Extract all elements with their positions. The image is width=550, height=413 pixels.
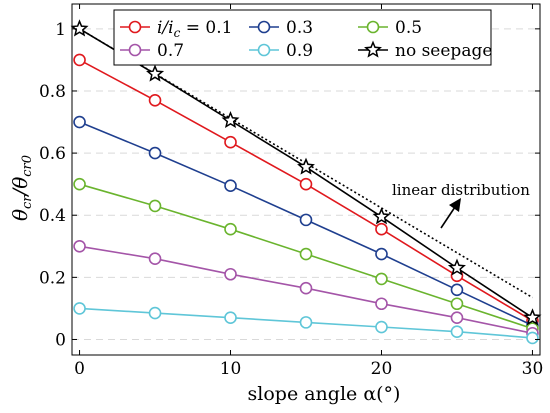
legend-item-0: i/ic = 0.1 xyxy=(120,18,232,40)
y-tick-label-0: 0 xyxy=(55,330,66,350)
legend-marker-4 xyxy=(257,43,271,57)
data-point-4-0 xyxy=(73,302,86,315)
axis-ticks: 00.20.40.60.810 10 20 30 xyxy=(39,4,543,379)
legend-label-0: i/ic = 0.1 xyxy=(157,18,232,40)
data-point-5-2 xyxy=(221,111,240,129)
annotation-linear-distribution: linear distribution xyxy=(392,181,530,199)
data-point-1-3 xyxy=(299,213,313,227)
legend-marker-5 xyxy=(364,40,382,58)
x-tick-label-0: 0 xyxy=(74,359,85,379)
x-tick-label-1: 10 xyxy=(220,359,242,379)
data-point-3-2 xyxy=(224,267,237,281)
y-tick-label-1: 0.2 xyxy=(39,268,66,288)
data-point-0-3 xyxy=(299,177,313,191)
y-tick-label-3: 0.6 xyxy=(39,144,66,164)
legend-marker-3 xyxy=(128,43,142,57)
data-point-4-2 xyxy=(224,311,237,325)
annotation-arrow xyxy=(440,198,461,229)
legend-label-1: 0.3 xyxy=(286,18,313,38)
legend-item-4: 0.9 xyxy=(249,41,313,61)
data-point-2-4 xyxy=(375,272,388,286)
legend-marker-0 xyxy=(128,20,142,34)
data-point-5-1 xyxy=(146,64,165,82)
data-point-5-6 xyxy=(523,308,542,326)
data-point-2-1 xyxy=(148,199,162,213)
y-axis-label: θcr/θcr0 xyxy=(8,155,35,221)
data-point-2-2 xyxy=(224,222,237,236)
legend-marker-1 xyxy=(257,20,271,34)
data-point-5-4 xyxy=(372,207,391,225)
series-4 xyxy=(73,302,539,345)
legend-item-2: 0.5 xyxy=(358,18,422,38)
data-point-3-0 xyxy=(73,239,86,253)
data-point-0-2 xyxy=(224,135,237,149)
data-point-0-0 xyxy=(73,53,86,67)
legend-label-4: 0.9 xyxy=(286,41,313,61)
legend: i/ic = 0.1 0.3 0.5 0.7 0.9 no seepage xyxy=(113,9,492,66)
data-point-1-1 xyxy=(148,146,162,160)
x-tick-label-3: 30 xyxy=(522,359,544,379)
legend-label-3: 0.7 xyxy=(157,41,184,61)
legend-marker-2 xyxy=(366,20,380,34)
data-point-4-5 xyxy=(450,325,464,339)
data-point-2-3 xyxy=(299,247,313,261)
data-point-3-1 xyxy=(148,252,162,266)
series-5 xyxy=(70,19,542,326)
x-axis-label: slope angle α(°) xyxy=(248,383,401,405)
y-tick-label-5: 1 xyxy=(55,20,66,40)
y-tick-label-4: 0.8 xyxy=(39,82,66,102)
legend-item-5: no seepage xyxy=(358,40,492,61)
data-point-4-6 xyxy=(526,331,539,345)
data-point-3-3 xyxy=(299,281,313,295)
data-point-5-3 xyxy=(297,157,315,175)
plot-frame xyxy=(71,3,541,356)
data-point-0-4 xyxy=(375,222,388,236)
legend-item-1: 0.3 xyxy=(249,18,313,38)
legend-box xyxy=(113,9,492,66)
series-1 xyxy=(73,115,539,332)
series-layer xyxy=(70,19,542,345)
data-point-1-5 xyxy=(450,283,464,297)
data-point-3-4 xyxy=(375,297,388,311)
data-point-3-5 xyxy=(450,311,464,325)
y-tick-label-2: 0.4 xyxy=(39,206,66,226)
x-tick-label-2: 20 xyxy=(371,359,393,379)
data-point-5-5 xyxy=(447,258,466,276)
data-point-0-1 xyxy=(148,93,162,107)
series-3 xyxy=(73,239,539,340)
data-point-4-3 xyxy=(299,316,313,329)
data-point-2-5 xyxy=(450,297,464,311)
data-point-4-1 xyxy=(148,306,162,320)
data-point-2-0 xyxy=(73,177,86,191)
svg-text:θcr/θcr0: θcr/θcr0 xyxy=(8,155,35,221)
data-point-1-4 xyxy=(375,247,388,261)
data-point-5-0 xyxy=(70,19,89,37)
legend-label-2: 0.5 xyxy=(395,18,422,38)
legend-label-5: no seepage xyxy=(395,41,492,61)
legend-item-3: 0.7 xyxy=(120,41,184,61)
data-point-1-0 xyxy=(73,115,86,129)
data-point-4-4 xyxy=(375,320,388,334)
data-point-1-2 xyxy=(224,179,237,193)
